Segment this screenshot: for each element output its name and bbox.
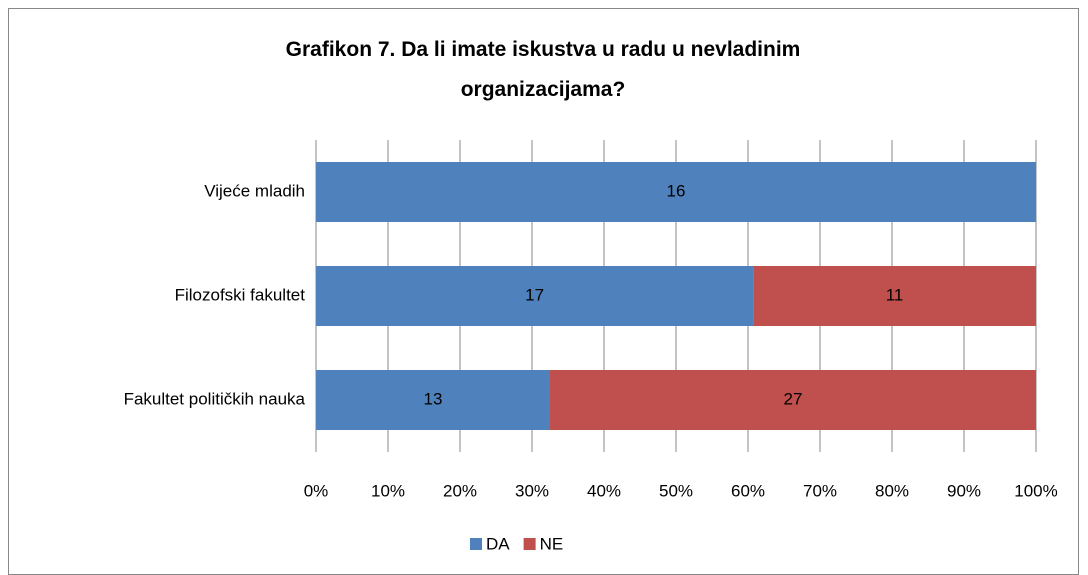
data-label: 11 bbox=[886, 285, 904, 304]
legend-swatch bbox=[470, 538, 482, 550]
bar-segment bbox=[316, 370, 550, 430]
x-tick-label: 30% bbox=[515, 481, 549, 500]
bar-segment bbox=[316, 266, 754, 326]
data-label: 16 bbox=[667, 181, 686, 200]
x-tick-label: 60% bbox=[731, 481, 765, 500]
data-label: 27 bbox=[784, 389, 803, 408]
x-tick-label: 80% bbox=[875, 481, 909, 500]
legend-swatch bbox=[523, 538, 536, 550]
data-label: 17 bbox=[525, 285, 544, 304]
x-tick-label: 50% bbox=[659, 481, 693, 500]
y-tick-label: Fakultet političkih nauka bbox=[124, 389, 306, 408]
legend-label: NE bbox=[540, 534, 564, 553]
bar-segment bbox=[753, 266, 1036, 326]
bar-segment bbox=[316, 162, 1036, 222]
x-tick-label: 40% bbox=[587, 481, 621, 500]
x-tick-label: 0% bbox=[304, 481, 329, 500]
x-tick-label: 70% bbox=[803, 481, 837, 500]
y-tick-label: Vijeće mladih bbox=[204, 181, 305, 200]
chart-title: Grafikon 7. Da li imate iskustva u radu … bbox=[285, 38, 801, 101]
x-tick-label: 20% bbox=[443, 481, 477, 500]
data-label: 13 bbox=[424, 389, 443, 408]
x-tick-label: 10% bbox=[371, 481, 405, 500]
bar-segment bbox=[550, 370, 1036, 430]
x-tick-label: 90% bbox=[947, 481, 981, 500]
x-tick-label: 100% bbox=[1014, 481, 1057, 500]
y-tick-label: Filozofski fakultet bbox=[175, 285, 306, 304]
legend-label: DA bbox=[486, 534, 510, 553]
